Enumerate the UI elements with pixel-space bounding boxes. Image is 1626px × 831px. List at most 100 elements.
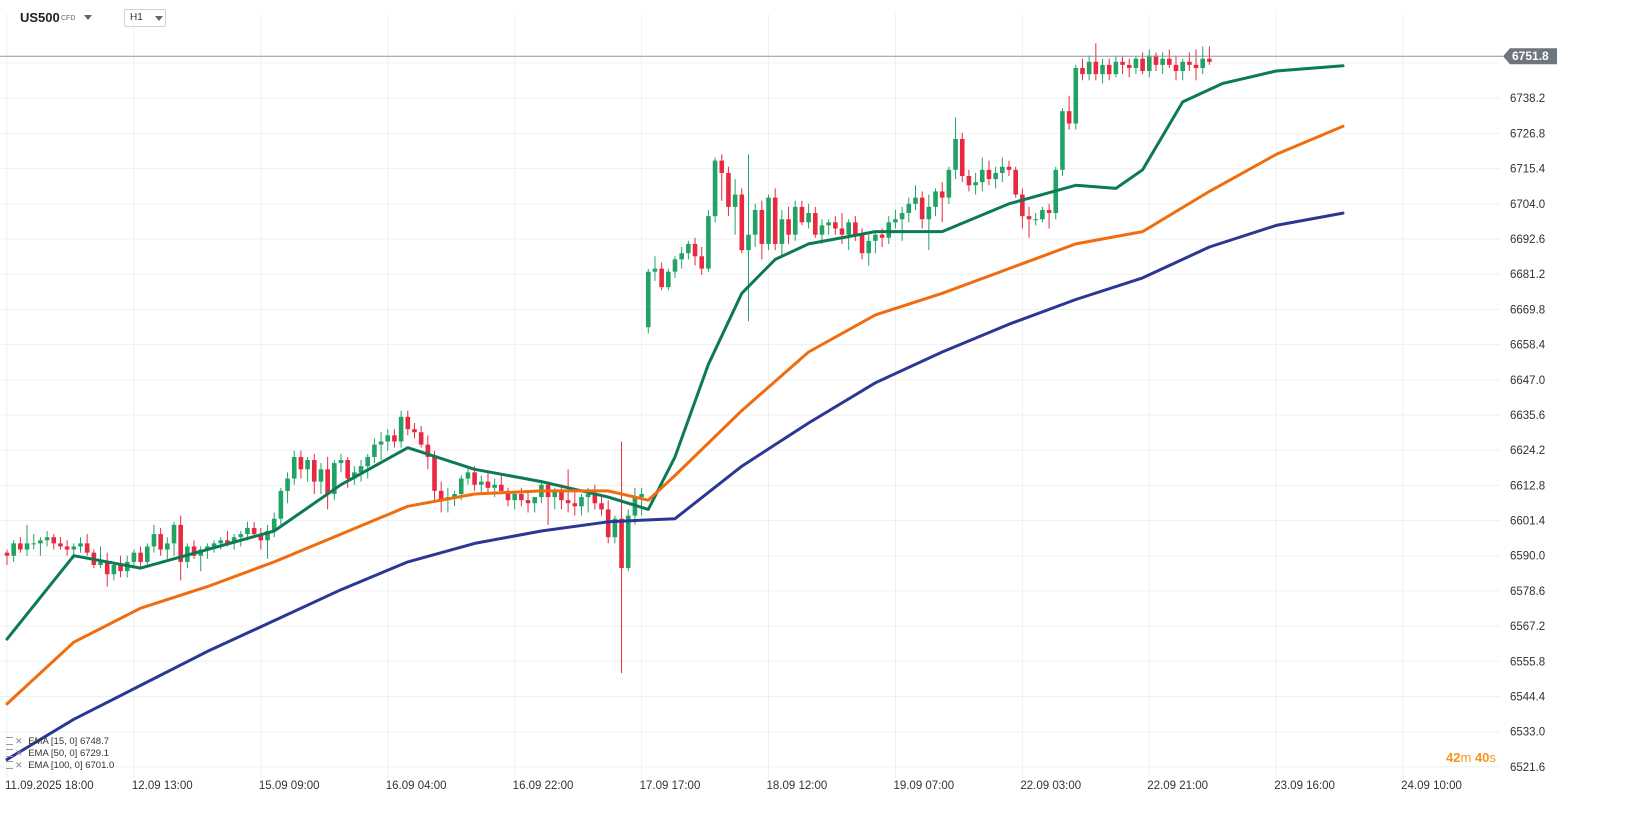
settings-icon[interactable] bbox=[6, 749, 13, 758]
candle-body bbox=[839, 228, 845, 235]
candle bbox=[24, 524, 30, 556]
candle-body bbox=[358, 466, 364, 473]
candle bbox=[993, 166, 998, 189]
candle bbox=[1180, 58, 1185, 81]
candle-body bbox=[812, 213, 818, 235]
candle bbox=[1053, 166, 1059, 220]
symbol-name[interactable]: US500 bbox=[20, 10, 60, 25]
candle-body bbox=[104, 561, 110, 575]
candle-body bbox=[58, 543, 63, 547]
candle-body bbox=[1133, 58, 1139, 68]
timeframe-select[interactable]: H1 bbox=[124, 9, 166, 27]
candle-body bbox=[131, 552, 137, 562]
settings-icon[interactable] bbox=[6, 761, 13, 770]
candle-body bbox=[746, 234, 751, 251]
candle-body bbox=[993, 172, 998, 180]
candle-body bbox=[178, 524, 183, 562]
candle-body bbox=[772, 197, 778, 244]
chart-grid bbox=[0, 14, 1500, 778]
candle-body bbox=[732, 194, 738, 207]
candle-body bbox=[218, 540, 224, 544]
candle-body bbox=[525, 500, 531, 504]
candle-body bbox=[893, 219, 898, 223]
candle-body bbox=[378, 441, 384, 445]
close-icon[interactable]: ✕ bbox=[15, 748, 23, 758]
candle bbox=[766, 194, 771, 251]
candle bbox=[271, 512, 277, 538]
candle-body bbox=[853, 222, 858, 235]
candle-body bbox=[859, 234, 865, 254]
candle-body bbox=[211, 543, 217, 547]
candle-body bbox=[879, 234, 885, 238]
candle-body bbox=[318, 469, 324, 482]
candle bbox=[953, 117, 958, 180]
candle bbox=[686, 240, 691, 260]
candle-body bbox=[1040, 209, 1045, 220]
candle-body bbox=[1013, 169, 1018, 195]
candle-body bbox=[1113, 61, 1119, 75]
candle bbox=[706, 209, 711, 272]
candle-body bbox=[739, 194, 745, 251]
candle bbox=[926, 194, 932, 251]
candle bbox=[886, 216, 892, 244]
y-tick-label: 6555.8 bbox=[1510, 656, 1545, 668]
candle-body bbox=[372, 444, 377, 457]
candle bbox=[666, 268, 671, 291]
y-tick-label: 6601.4 bbox=[1510, 516, 1546, 528]
candle-body bbox=[64, 546, 70, 550]
candle bbox=[158, 527, 163, 556]
ema-line-2 bbox=[5, 211, 1345, 761]
close-icon[interactable]: ✕ bbox=[15, 760, 23, 770]
candle bbox=[986, 160, 992, 186]
candle bbox=[679, 247, 684, 269]
candle-body bbox=[158, 534, 163, 550]
candle-body bbox=[425, 444, 431, 457]
candle-body bbox=[792, 206, 798, 235]
candle bbox=[305, 456, 310, 482]
candle-body bbox=[458, 478, 464, 494]
candle-body bbox=[1080, 67, 1085, 75]
candle-body bbox=[265, 531, 270, 541]
candle bbox=[291, 450, 297, 485]
close-icon[interactable]: ✕ bbox=[15, 736, 23, 746]
candle bbox=[38, 537, 43, 556]
candle-body bbox=[1120, 61, 1125, 65]
candle bbox=[505, 487, 511, 507]
candle-body bbox=[345, 460, 350, 479]
symbol-type-tag: CFD bbox=[61, 15, 76, 22]
x-tick-label: 15.09 09:00 bbox=[259, 780, 320, 792]
candle-body bbox=[946, 169, 952, 198]
candle bbox=[913, 185, 918, 210]
candle bbox=[485, 472, 491, 494]
candle bbox=[258, 527, 264, 550]
candle-body bbox=[138, 552, 143, 562]
settings-icon[interactable] bbox=[6, 737, 13, 746]
candle bbox=[819, 219, 825, 244]
legend-params: [100, 0] bbox=[50, 760, 83, 771]
candle-body bbox=[191, 546, 197, 556]
candle-body bbox=[979, 169, 985, 183]
chevron-down-icon bbox=[155, 16, 163, 21]
candle bbox=[352, 466, 357, 485]
current-price-line: 6751.8 bbox=[0, 48, 1557, 65]
symbol-dropdown-icon[interactable] bbox=[84, 15, 92, 20]
candle bbox=[131, 549, 137, 569]
y-tick-label: 6704.0 bbox=[1510, 199, 1545, 211]
current-price-label: 6751.8 bbox=[1512, 49, 1549, 63]
candle bbox=[579, 493, 584, 516]
candle-body bbox=[452, 493, 457, 498]
candle bbox=[1006, 160, 1012, 177]
candle bbox=[18, 537, 23, 553]
candle-body bbox=[305, 460, 310, 470]
candle bbox=[979, 157, 985, 192]
candle bbox=[1013, 166, 1018, 198]
candle bbox=[58, 537, 63, 550]
x-tick-label: 16.09 22:00 bbox=[513, 780, 574, 792]
candle-body bbox=[1046, 209, 1052, 214]
candle bbox=[64, 540, 70, 556]
candle bbox=[1060, 108, 1065, 177]
candle-body bbox=[645, 271, 651, 328]
current-price-tag bbox=[1503, 48, 1557, 65]
candle-body bbox=[1167, 58, 1172, 65]
